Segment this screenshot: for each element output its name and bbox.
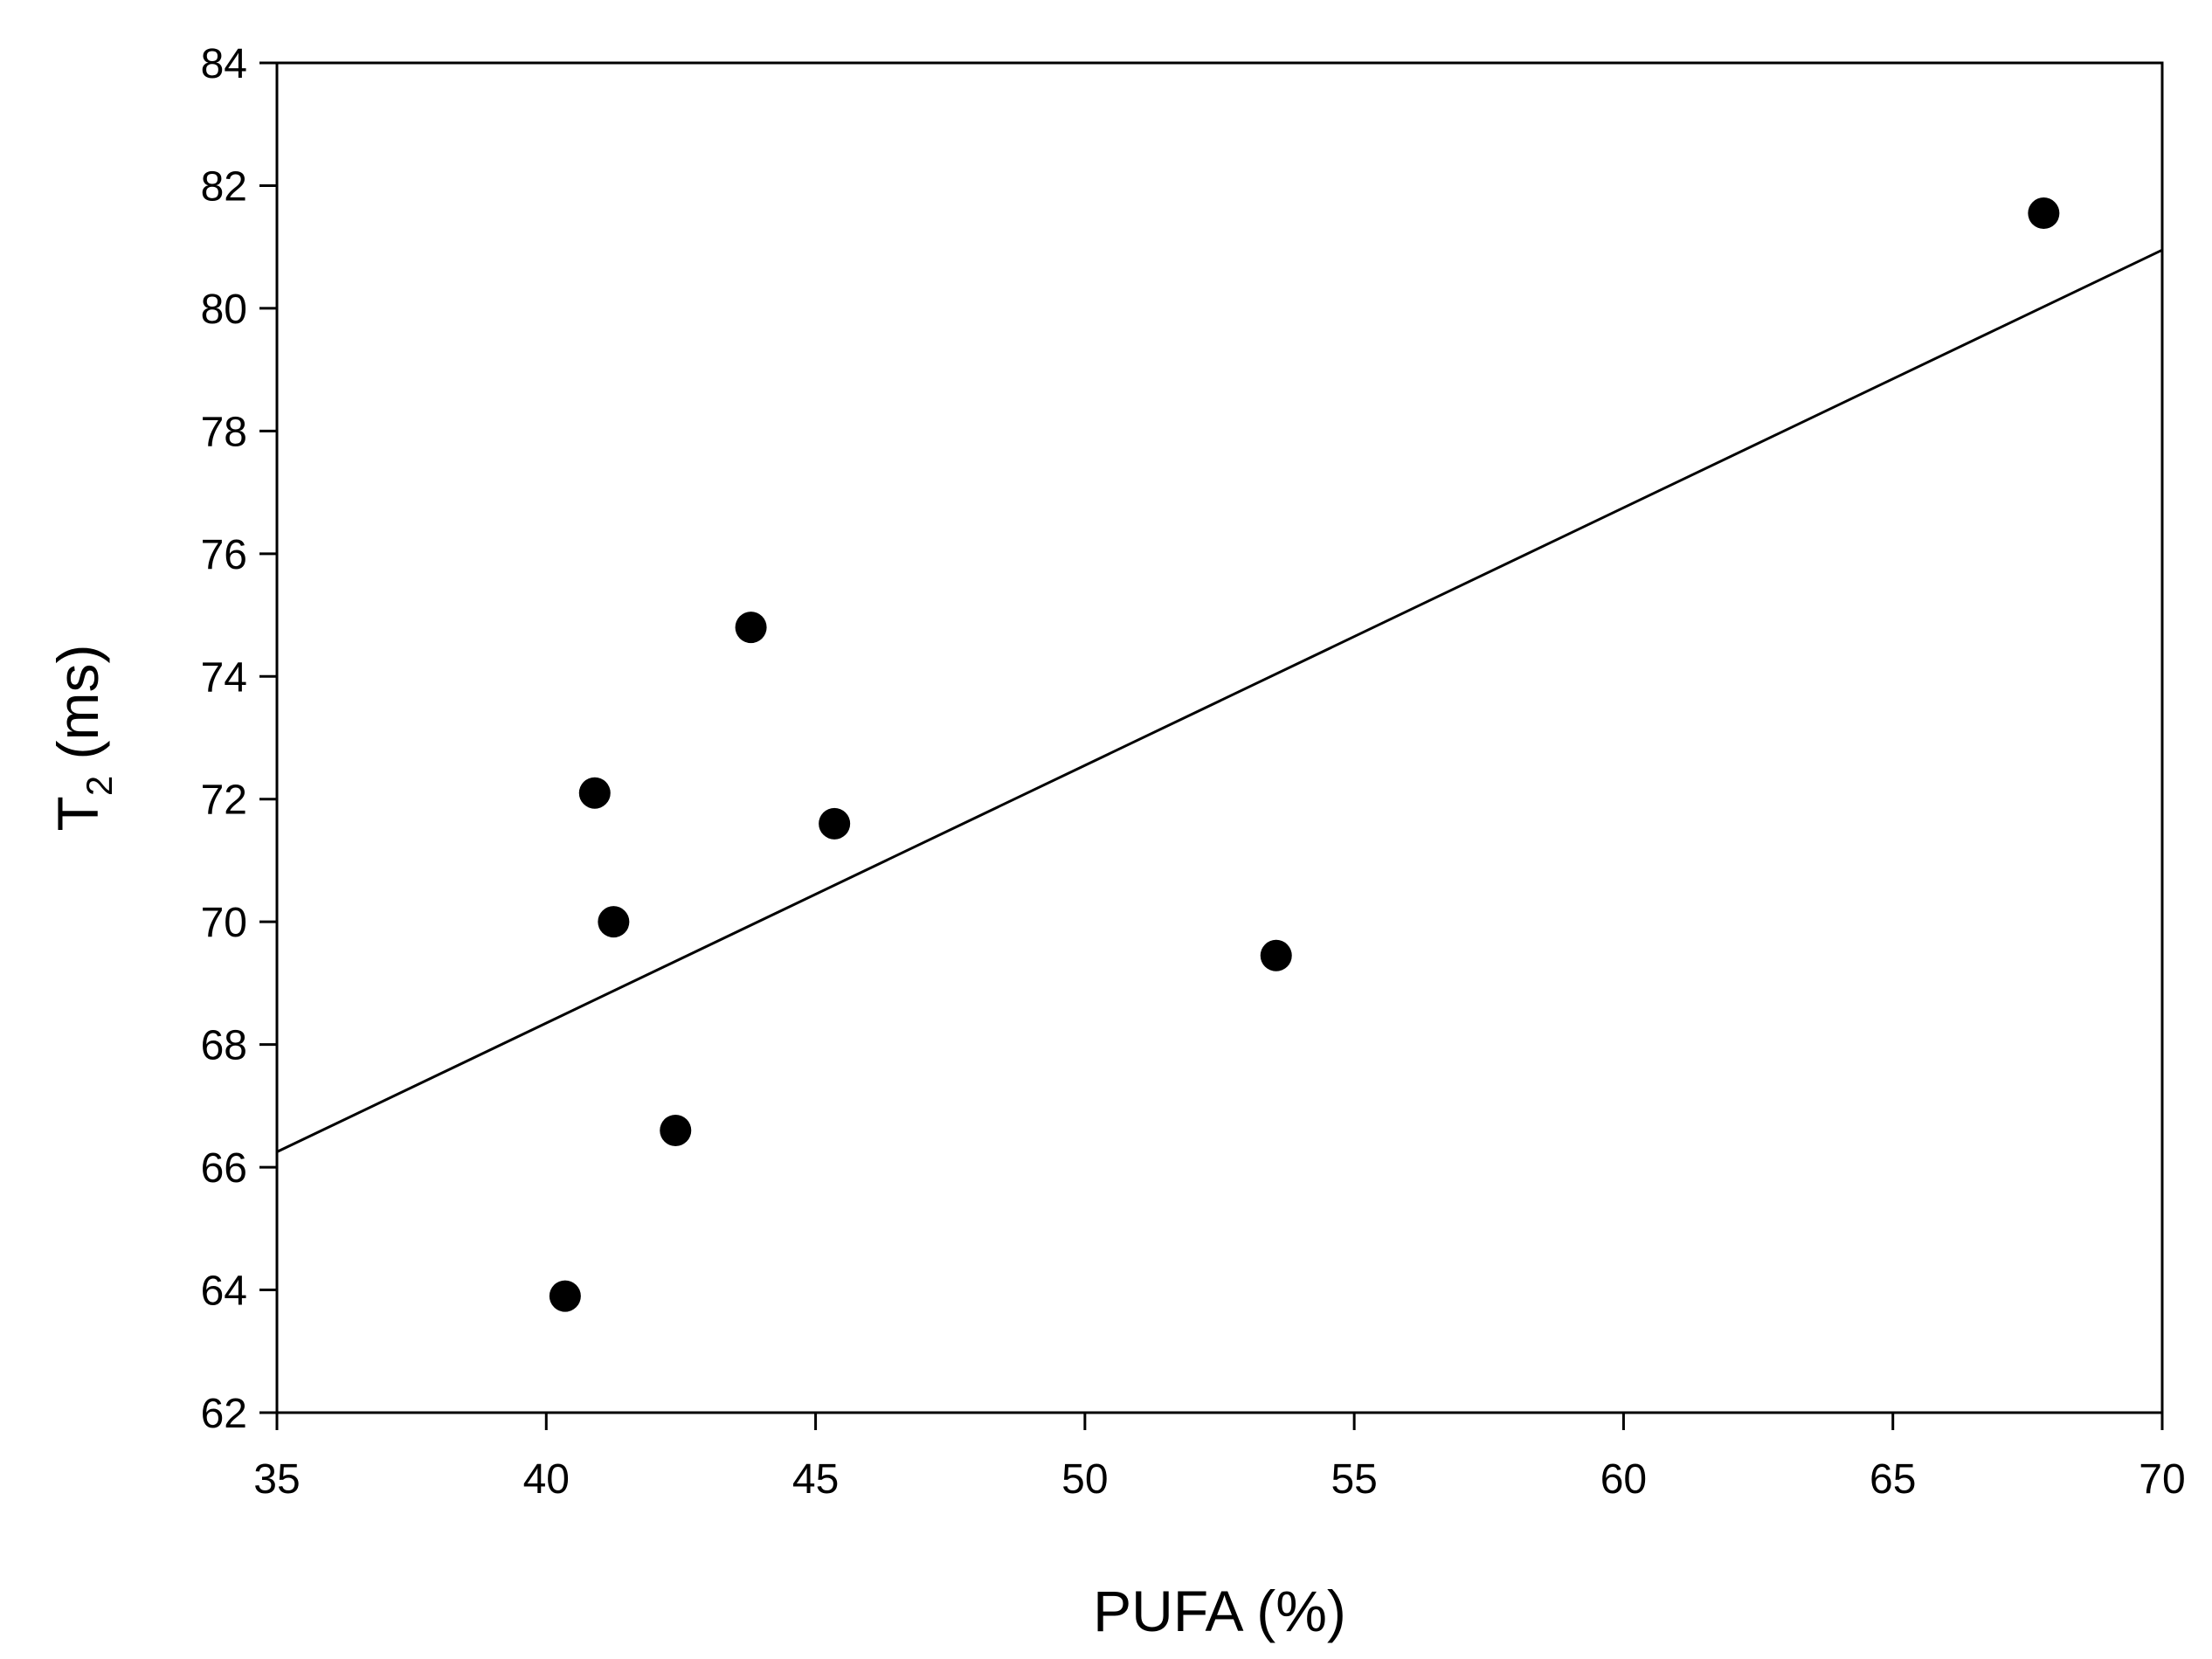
x-tick-label: 60 — [1600, 1456, 1647, 1503]
y-tick-label: 80 — [201, 287, 247, 333]
x-axis-title: PUFA (%) — [1093, 1579, 1346, 1643]
y-axis-title: T2 (ms) — [45, 645, 120, 832]
y-tick-label: 82 — [201, 163, 247, 210]
y-tick-label: 84 — [201, 41, 247, 87]
data-point — [2028, 197, 2060, 230]
x-axis: 35 40 45 50 55 60 65 70 — [253, 1413, 2186, 1503]
y-tick-label: 66 — [201, 1145, 247, 1192]
y-tick-label: 76 — [201, 532, 247, 578]
data-point — [660, 1114, 692, 1146]
y-axis-title-suffix: (ms) — [45, 645, 110, 776]
data-point — [1260, 939, 1292, 971]
y-tick-label: 72 — [201, 778, 247, 824]
regression-line — [276, 248, 2163, 1153]
data-point — [598, 906, 630, 938]
data-point — [578, 777, 611, 809]
plot-area-frame — [275, 61, 2164, 1414]
y-tick-label: 74 — [201, 654, 247, 701]
data-points — [549, 197, 2060, 1312]
y-tick-label: 62 — [201, 1391, 247, 1437]
x-tick-label: 70 — [2139, 1456, 2185, 1503]
y-axis-title-main: T — [45, 796, 110, 831]
y-tick-label: 78 — [201, 409, 247, 455]
x-tick-label: 65 — [1870, 1456, 1916, 1503]
x-tick-label: 40 — [523, 1456, 570, 1503]
x-tick-label: 35 — [253, 1456, 300, 1503]
y-axis-title-subscript: 2 — [79, 776, 120, 796]
x-tick-label: 55 — [1331, 1456, 1377, 1503]
data-point — [549, 1280, 581, 1312]
data-point — [735, 612, 767, 644]
x-tick-label: 45 — [792, 1456, 839, 1503]
y-tick-label: 64 — [201, 1268, 247, 1315]
x-tick-label: 50 — [1061, 1456, 1108, 1503]
y-tick-label: 70 — [201, 900, 247, 946]
data-point — [819, 807, 851, 840]
y-tick-label: 68 — [201, 1023, 247, 1069]
y-axis: 62 64 66 68 70 72 74 76 78 80 82 84 — [201, 41, 277, 1437]
